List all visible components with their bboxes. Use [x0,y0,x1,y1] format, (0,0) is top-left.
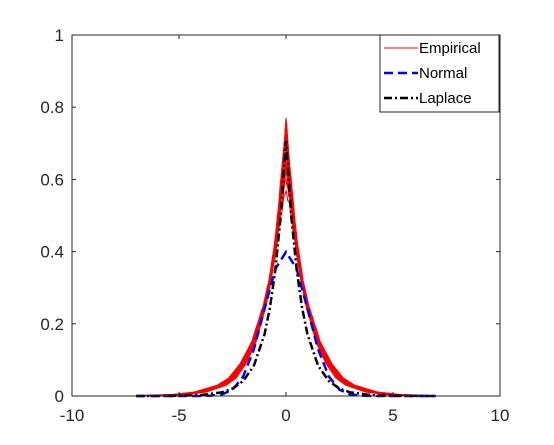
y-tick-label: 0.2 [40,315,64,334]
y-tick-label: 0.6 [40,170,64,189]
y-tick-label: 0 [55,387,64,406]
x-tick-label: 5 [388,406,397,425]
empirical-line [136,178,436,397]
ticks-layer: -10 -5 0 5 10 0 0.2 0.4 0.6 0.8 1 [40,26,509,425]
x-tick-label: -5 [171,406,186,425]
y-tick-label: 1 [55,26,64,45]
y-tick-label: 0.8 [40,98,64,117]
legend-label-normal: Normal [419,65,467,82]
empirical-line [136,190,436,397]
x-tick-label: 10 [491,406,510,425]
legend: Empirical Normal Laplace [379,34,500,113]
legend-label-empirical: Empirical [419,40,481,57]
x-tick-label: 0 [281,406,290,425]
y-tick-label: 0.4 [40,243,64,262]
legend-label-laplace: Laplace [419,90,472,107]
x-tick-label: -10 [60,406,85,425]
